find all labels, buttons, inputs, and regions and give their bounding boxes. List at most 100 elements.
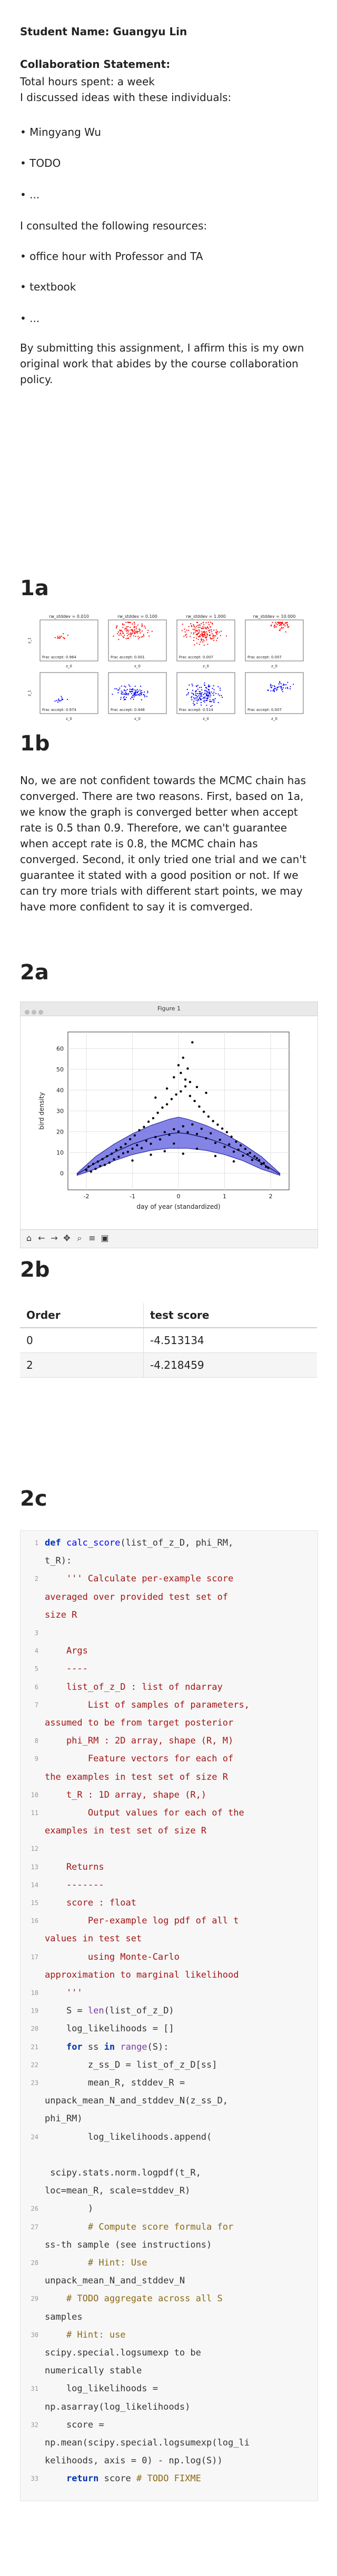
sample-point xyxy=(285,631,286,633)
sample-point xyxy=(125,697,127,698)
sample-point xyxy=(193,637,195,638)
sample-point xyxy=(134,685,136,687)
sample-point xyxy=(195,685,197,687)
sample-point xyxy=(134,691,135,693)
sample-point xyxy=(200,696,201,697)
code-line-number: 8 xyxy=(34,1737,38,1745)
sample-point xyxy=(139,693,141,695)
sample-point xyxy=(212,633,213,635)
code-line: ss-th sample (see instructions) xyxy=(45,2239,212,2250)
data-point xyxy=(186,1067,189,1070)
close-window-button[interactable] xyxy=(25,1010,29,1015)
sample-point xyxy=(280,622,282,624)
sample-point xyxy=(197,685,199,686)
sample-point xyxy=(142,636,143,637)
sample-point xyxy=(273,691,275,693)
pan-icon[interactable]: ✥ xyxy=(63,1233,71,1243)
settings-icon[interactable]: ≡ xyxy=(88,1233,96,1243)
sample-point xyxy=(281,687,282,689)
sample-point xyxy=(121,693,122,695)
sample-point xyxy=(205,628,207,629)
sample-point xyxy=(285,687,286,689)
answer-1b: No, we are not confident towards the MCM… xyxy=(20,774,306,913)
forward-icon[interactable]: → xyxy=(51,1233,58,1243)
sample-point xyxy=(202,622,204,624)
data-point xyxy=(92,1162,95,1165)
sample-point xyxy=(213,691,215,693)
code-line-number: 3 xyxy=(34,1629,38,1637)
code-line: log_likelihoods.append( xyxy=(45,2131,212,2142)
sample-point xyxy=(124,685,125,687)
data-point xyxy=(165,1103,168,1106)
sample-point xyxy=(201,639,202,641)
back-icon[interactable]: ← xyxy=(38,1233,45,1243)
sample-point xyxy=(203,634,204,636)
sample-panel: Frac accept: 0.974 z_0 z_1 xyxy=(27,672,98,721)
code-line: phi_RM) xyxy=(45,2113,83,2124)
sample-point xyxy=(125,690,127,691)
sample-point xyxy=(217,637,219,639)
sample-point xyxy=(58,699,60,701)
x-axis-label: z_0 xyxy=(66,717,72,721)
sample-point xyxy=(135,690,137,692)
sample-point xyxy=(206,691,208,693)
sample-point xyxy=(211,691,212,693)
sample-point xyxy=(205,687,206,688)
sample-point xyxy=(273,625,275,627)
data-point xyxy=(175,1093,177,1096)
sample-point xyxy=(192,685,193,687)
sample-point xyxy=(200,699,202,700)
sample-point xyxy=(199,625,201,626)
code-line: examples in test set of size R xyxy=(45,1826,207,1837)
sample-point xyxy=(203,644,205,646)
code-line-number: 7 xyxy=(34,1701,38,1709)
sample-point xyxy=(124,627,126,629)
resource-item: • ... xyxy=(20,312,40,325)
sample-point xyxy=(201,692,203,694)
window-controls[interactable] xyxy=(25,1007,45,1017)
code-line: unpack_mean_N_and_stddev_N xyxy=(45,2276,185,2287)
sample-point xyxy=(281,623,283,624)
sample-point xyxy=(271,624,272,626)
sample-point xyxy=(213,689,215,690)
sample-point xyxy=(280,623,282,625)
accept-rate-label: Frac accept: 0.964 xyxy=(42,655,76,659)
zoom-icon[interactable]: ⌕ xyxy=(77,1233,82,1243)
y-tick-label: 10 xyxy=(56,1149,64,1156)
sample-point xyxy=(278,683,280,685)
sample-point xyxy=(208,695,210,696)
sample-point xyxy=(57,636,58,637)
figure-window-titlebar[interactable]: Figure 1 xyxy=(21,1002,318,1016)
data-point xyxy=(143,1126,145,1128)
minimize-window-button[interactable] xyxy=(32,1010,36,1015)
sample-point xyxy=(133,696,135,698)
save-icon[interactable]: ▣ xyxy=(101,1233,109,1243)
code-line: ) xyxy=(45,2203,94,2214)
sample-point xyxy=(282,685,284,686)
x-axis-label: day of year (standardized) xyxy=(136,1203,220,1210)
order-cell: 2 xyxy=(20,1352,144,1378)
sample-point xyxy=(212,636,214,637)
sample-point xyxy=(201,631,203,633)
sample-point xyxy=(204,693,205,695)
data-point xyxy=(237,1148,240,1151)
sample-point xyxy=(141,623,143,625)
sample-point xyxy=(137,624,138,626)
data-point xyxy=(156,1111,159,1114)
code-line: t_R): xyxy=(45,1556,72,1567)
sample-point xyxy=(117,692,119,694)
y-axis-label: bird density xyxy=(38,1092,45,1129)
sample-point xyxy=(120,698,122,700)
data-point xyxy=(154,1136,157,1138)
x-axis-label: z_0 xyxy=(66,664,72,668)
sample-point xyxy=(206,627,208,628)
maximize-window-button[interactable] xyxy=(38,1010,43,1015)
code-line: log_likelihoods = xyxy=(45,2383,158,2394)
sample-point xyxy=(127,635,128,636)
home-icon[interactable]: ⌂ xyxy=(26,1233,32,1243)
sample-point xyxy=(128,629,130,631)
sample-point xyxy=(127,631,129,633)
sample-point xyxy=(134,623,135,625)
data-point xyxy=(246,1153,249,1156)
code-line: the examples in test set of size R xyxy=(45,1771,228,1782)
